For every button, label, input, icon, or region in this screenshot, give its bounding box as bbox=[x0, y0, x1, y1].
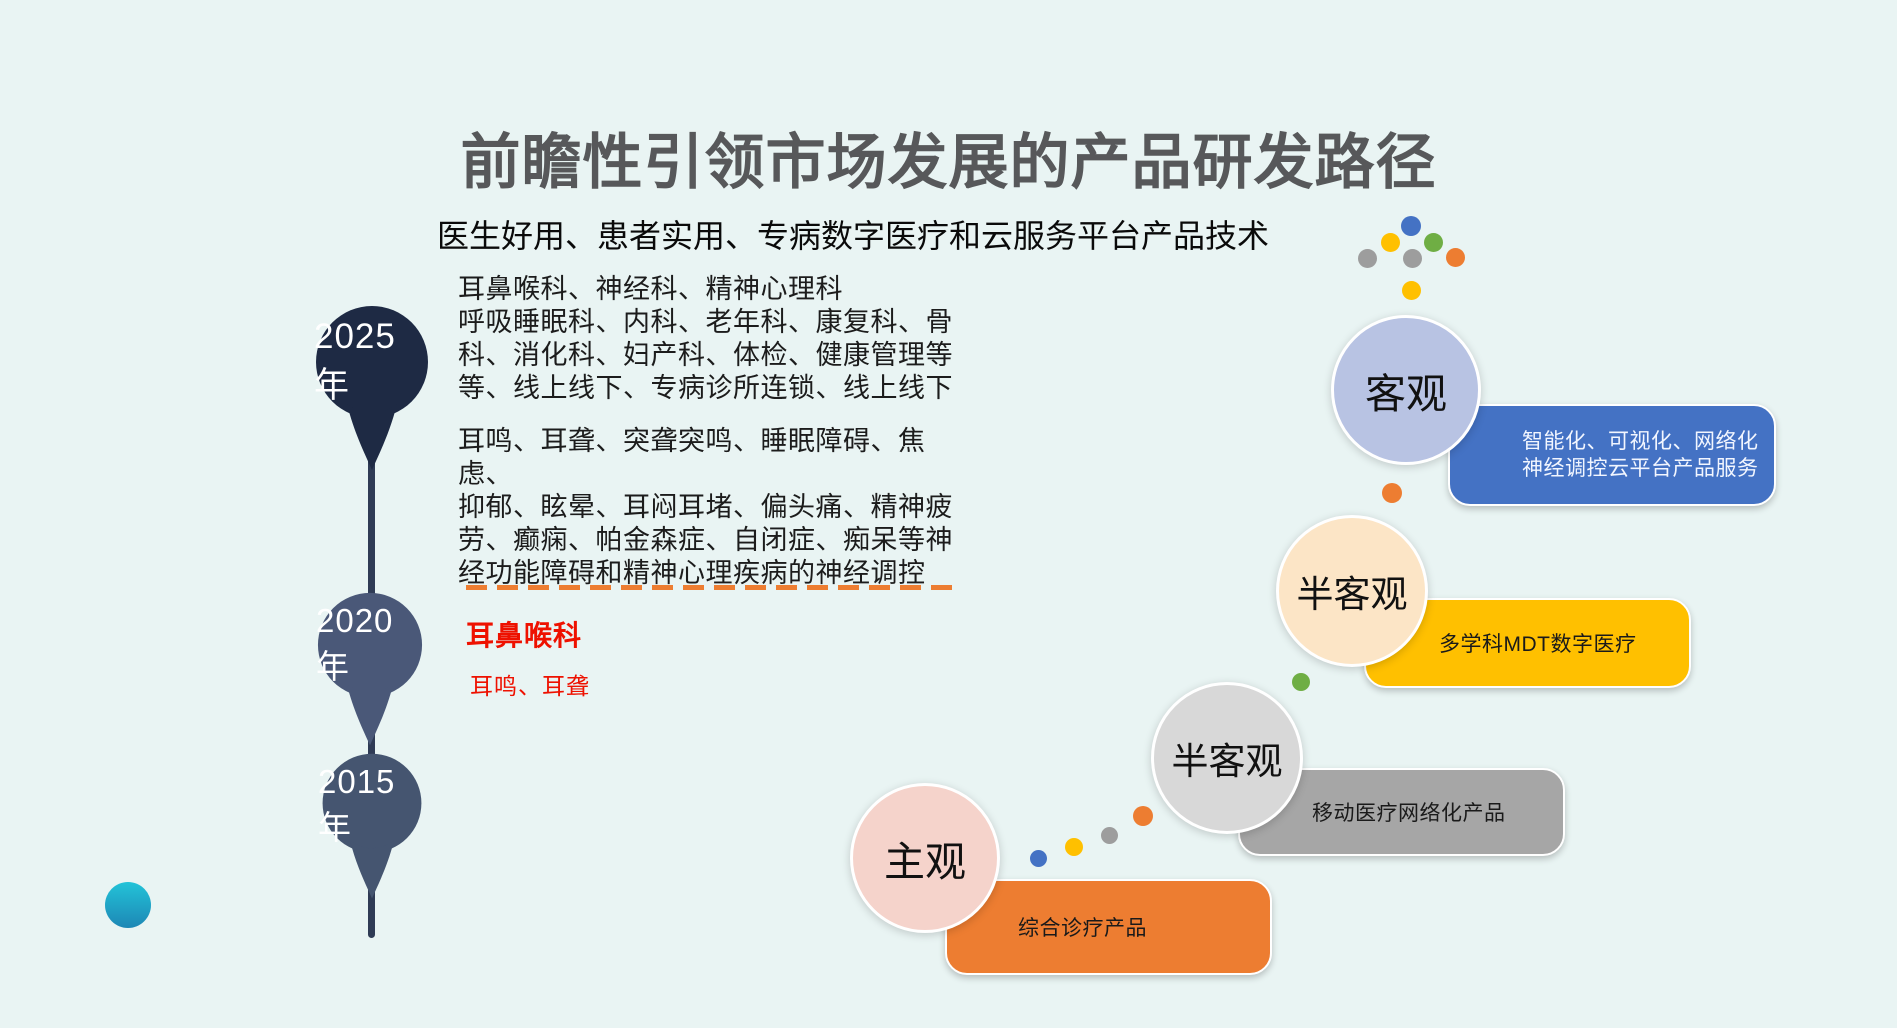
decor-dot-blue bbox=[1401, 216, 1421, 236]
page-subtitle: 医生好用、患者实用、专病数字医疗和云服务平台产品技术 bbox=[437, 218, 1270, 254]
step-circle-label: 客观 bbox=[1365, 371, 1447, 417]
step-circle-label: 主观 bbox=[884, 839, 966, 885]
step-box-label: 智能化、可视化、网络化神经调控云平台产品服务 bbox=[1522, 430, 1759, 480]
timeline-year-label-2015: 2015年 bbox=[318, 763, 396, 846]
decor-dot-green bbox=[1292, 673, 1310, 691]
step-box-label: 移动医疗网络化产品 bbox=[1312, 802, 1506, 825]
timeline-year-label-2020: 2020年 bbox=[316, 602, 394, 685]
step-circle-semiobjective-1: 半客观 bbox=[1151, 682, 1303, 834]
decor-dot-orange bbox=[1133, 806, 1153, 826]
step-circle-objective: 客观 bbox=[1331, 315, 1481, 465]
teardrop-marker-icon bbox=[322, 753, 422, 899]
highlight-specialty-subtitle: 耳鸣、耳聋 bbox=[470, 673, 590, 699]
decor-dot-green bbox=[1423, 232, 1443, 252]
teardrop-marker-icon bbox=[317, 592, 423, 746]
decor-dot-orange bbox=[1382, 483, 1402, 503]
decor-dot-yellow bbox=[1065, 838, 1083, 856]
step-box-subjective: 综合诊疗产品 bbox=[945, 879, 1272, 975]
step-circle-semiobjective-2: 半客观 bbox=[1276, 515, 1428, 667]
step-circle-label: 半客观 bbox=[1171, 741, 1283, 782]
indications-paragraph: 耳鸣、耳聋、突聋突鸣、睡眠障碍、焦虑、 抑郁、眩晕、耳闷耳堵、偏头痛、精神疲 劳… bbox=[458, 425, 963, 590]
step-circle-label: 半客观 bbox=[1296, 574, 1408, 615]
indications-line: 耳鸣、耳聋、突聋突鸣、睡眠障碍、焦虑、 bbox=[458, 426, 926, 489]
page-title: 前瞻性引领市场发展的产品研发路径 bbox=[460, 129, 1437, 197]
step-circle-subjective: 主观 bbox=[850, 783, 1000, 933]
timeline-node-2015: 2015年 bbox=[318, 752, 426, 902]
decor-dot-gray bbox=[1100, 826, 1118, 844]
timeline-node-2025: 2025年 bbox=[314, 304, 430, 474]
specialties-line: 耳鼻喉科、神经科、精神心理科 bbox=[458, 274, 843, 304]
decor-dot-orange bbox=[1445, 247, 1465, 267]
orange-dashed-divider bbox=[466, 585, 955, 590]
indications-line: 劳、癫痫、帕金森症、自闭症、痴呆等神 bbox=[458, 525, 953, 555]
highlight-specialty-title: 耳鼻喉科 bbox=[466, 620, 583, 651]
step-box-objective: 智能化、可视化、网络化神经调控云平台产品服务 bbox=[1448, 404, 1776, 506]
decor-dot-yellow bbox=[1380, 232, 1400, 252]
indications-line: 经功能障碍和精神心理疾病的神经调控 bbox=[458, 558, 926, 588]
timeline-node-2020: 2020年 bbox=[316, 591, 424, 749]
timeline-year-label-2025: 2025年 bbox=[314, 316, 396, 405]
specialties-line: 科、消化科、妇产科、体检、健康管理等 bbox=[458, 340, 953, 370]
step-box-label: 综合诊疗产品 bbox=[1018, 917, 1147, 940]
teal-dot-decoration bbox=[105, 882, 151, 928]
decor-dot-blue bbox=[1029, 849, 1047, 867]
teardrop-marker-icon bbox=[316, 306, 428, 470]
indications-line: 抑郁、眩晕、耳闷耳堵、偏头痛、精神疲 bbox=[458, 492, 953, 522]
step-box-label: 多学科MDT数字医疗 bbox=[1439, 633, 1637, 656]
decor-dot-gray bbox=[1402, 248, 1422, 268]
specialties-paragraph: 耳鼻喉科、神经科、精神心理科 呼吸睡眠科、内科、老年科、康复科、骨 科、消化科、… bbox=[458, 273, 963, 405]
decor-dot-yellow bbox=[1401, 280, 1421, 300]
specialties-line: 呼吸睡眠科、内科、老年科、康复科、骨 bbox=[458, 307, 953, 337]
decor-dot-gray bbox=[1357, 248, 1377, 268]
specialties-line: 等、线上线下、专病诊所连锁、线上线下 bbox=[458, 373, 953, 403]
